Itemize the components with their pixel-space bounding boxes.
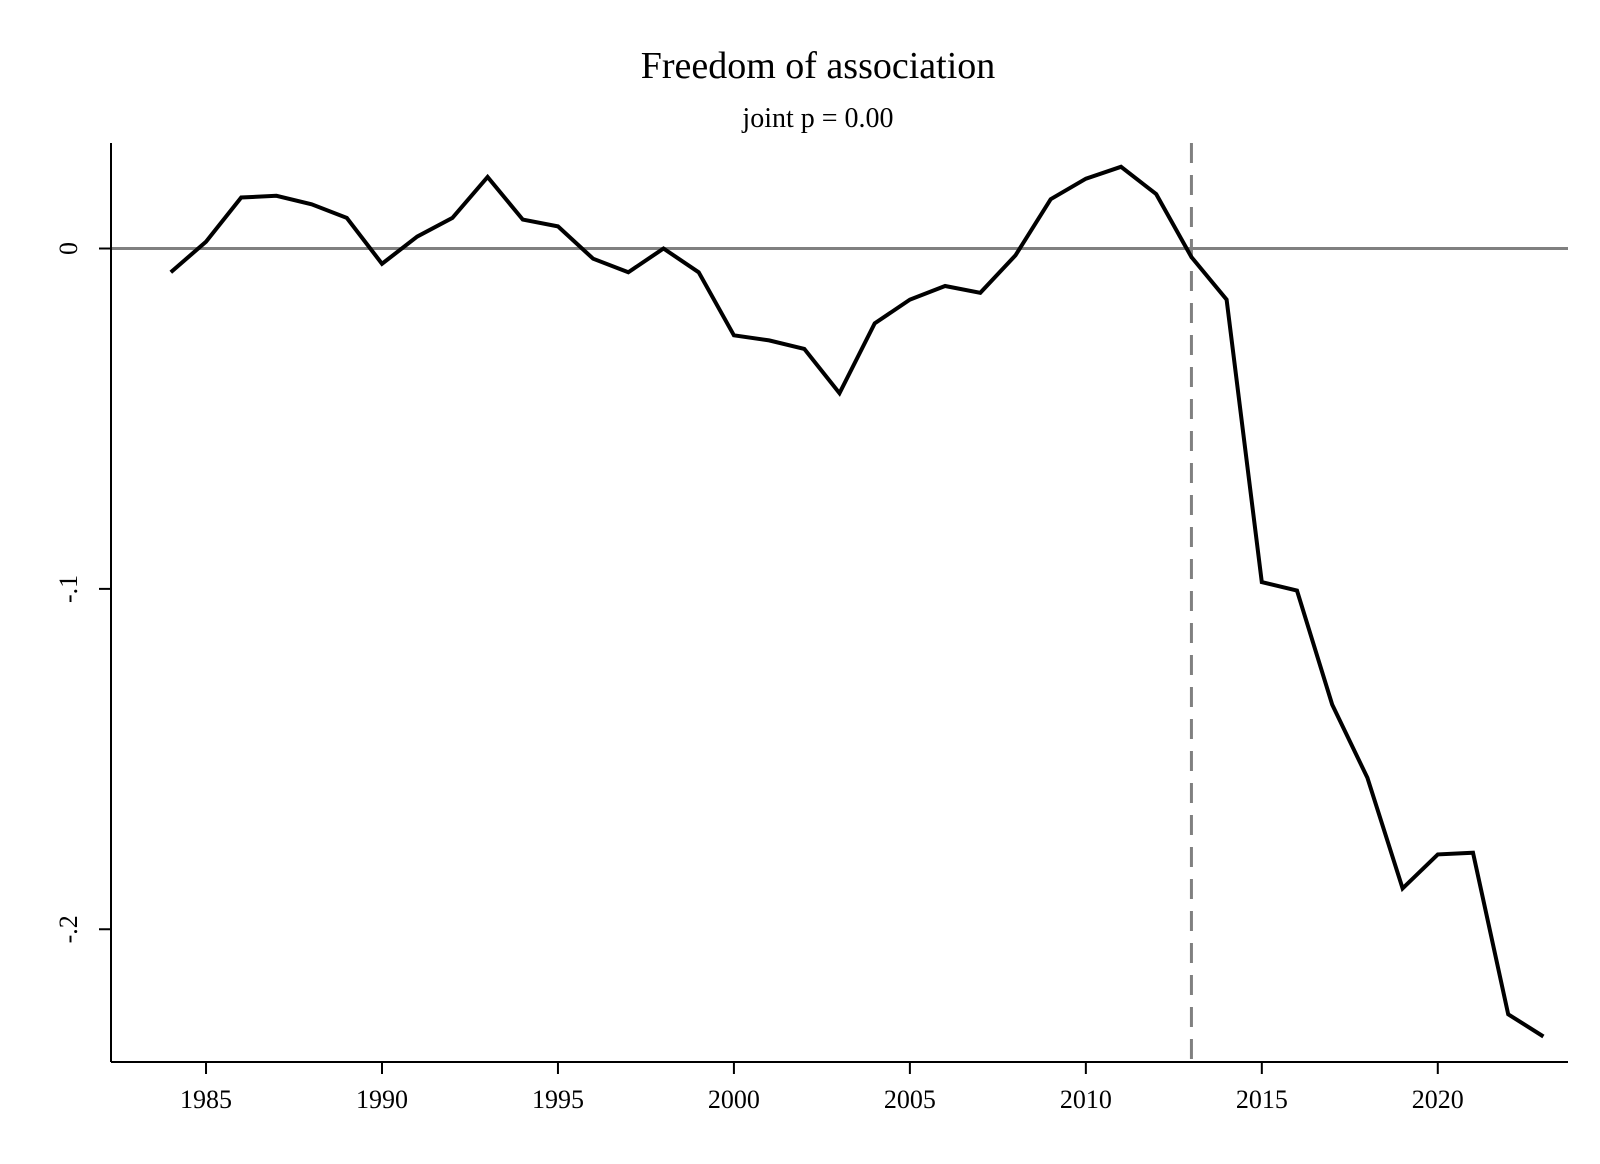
chart-subtitle: joint p = 0.00 xyxy=(741,103,893,134)
axes: 1985 1990 1995 2000 2005 2010 2015 2020 0 -.1 -.2 xyxy=(54,143,1568,1114)
x-tick-label-1995: 1995 xyxy=(532,1085,584,1114)
x-tick-label-2010: 2010 xyxy=(1060,1085,1112,1114)
series-line-0 xyxy=(169,164,1545,1039)
x-tick-label-2000: 2000 xyxy=(708,1085,760,1114)
x-tick-label-2015: 2015 xyxy=(1236,1085,1288,1114)
x-tick-label-1985: 1985 xyxy=(180,1085,232,1114)
reference-lines xyxy=(111,143,1568,1062)
y-tick-label-2: -.2 xyxy=(54,915,83,943)
x-tick-label-1990: 1990 xyxy=(356,1085,408,1114)
chart-title: Freedom of association xyxy=(641,45,996,87)
series-group xyxy=(169,164,1545,1039)
y-tick-label-0: 0 xyxy=(54,242,83,255)
x-tick-label-2020: 2020 xyxy=(1412,1085,1464,1114)
x-tick-label-2005: 2005 xyxy=(884,1085,936,1114)
y-tick-label-1: -.1 xyxy=(54,575,83,603)
